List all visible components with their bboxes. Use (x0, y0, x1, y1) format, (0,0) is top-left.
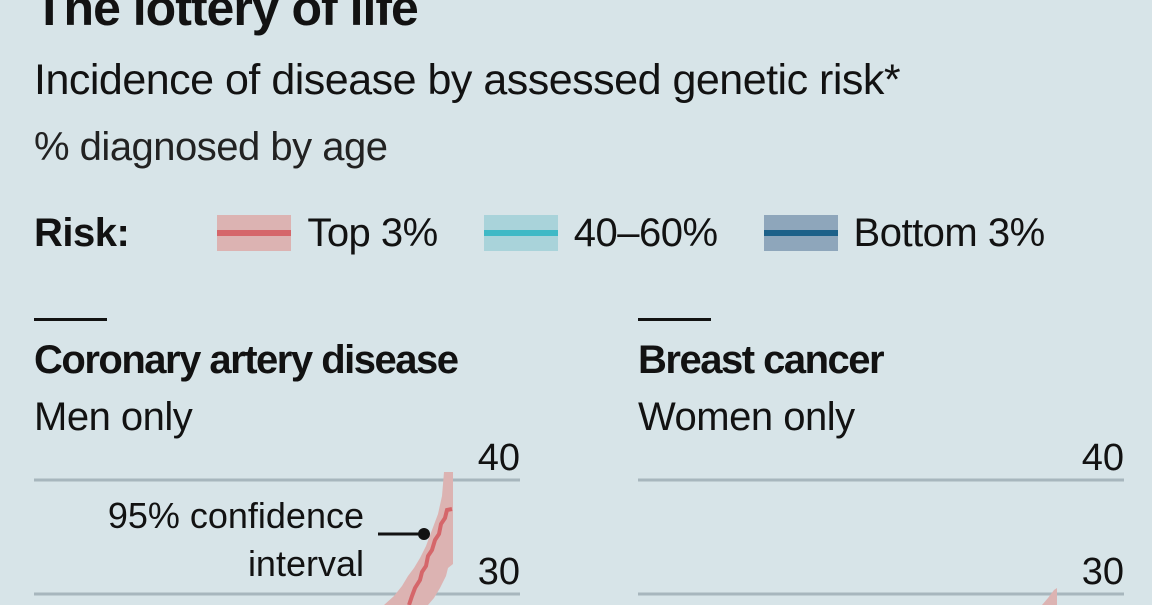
y-tick-40: 40 (478, 437, 520, 479)
chart-title: The lottery of life (34, 0, 419, 36)
annotation-dot-icon (418, 528, 430, 540)
panel-subtitle: Women only (638, 395, 855, 439)
panel-title: Breast cancer (638, 338, 885, 382)
panel-rule (638, 318, 711, 321)
legend-item-top-3: Top 3% (217, 210, 438, 256)
annotation-line1: 95% confidence (108, 495, 364, 536)
legend-swatch-icon (483, 215, 558, 251)
plot-area: 40 30 (638, 437, 1124, 605)
legend-item-bottom-3: Bottom 3% (763, 210, 1046, 256)
panel-rule (34, 318, 107, 321)
legend-label: Risk: (34, 210, 130, 255)
panel-coronary: Coronary artery disease Men only 40 30 9… (34, 318, 520, 605)
plot-area: 40 30 95% confidence interval (34, 437, 520, 605)
panel-subtitle: Men only (34, 395, 193, 439)
legend: Risk: Top 3% 40–60% Bottom 3% (34, 206, 1091, 260)
chart-subtitle: Incidence of disease by assessed genetic… (34, 56, 901, 104)
legend-text: 40–60% (573, 210, 718, 255)
legend-item-40-60: 40–60% (483, 210, 718, 256)
y-tick-30: 30 (478, 551, 520, 593)
ci-band-top-3 (384, 472, 453, 605)
unit-label: % diagnosed by age (34, 125, 388, 169)
legend-swatch-icon (763, 215, 838, 251)
line-top-3 (407, 507, 453, 605)
legend-text: Bottom 3% (853, 210, 1046, 255)
legend-text: Top 3% (307, 210, 438, 255)
annotation-line2: interval (248, 543, 364, 584)
ci-band-top-3 (1042, 588, 1057, 605)
y-tick-30: 30 (1082, 551, 1124, 593)
y-tick-40: 40 (1082, 437, 1124, 479)
panel-breast-cancer: Breast cancer Women only 40 30 (638, 318, 1124, 605)
legend-swatch-icon (217, 215, 292, 251)
panel-title: Coronary artery disease (34, 338, 459, 382)
